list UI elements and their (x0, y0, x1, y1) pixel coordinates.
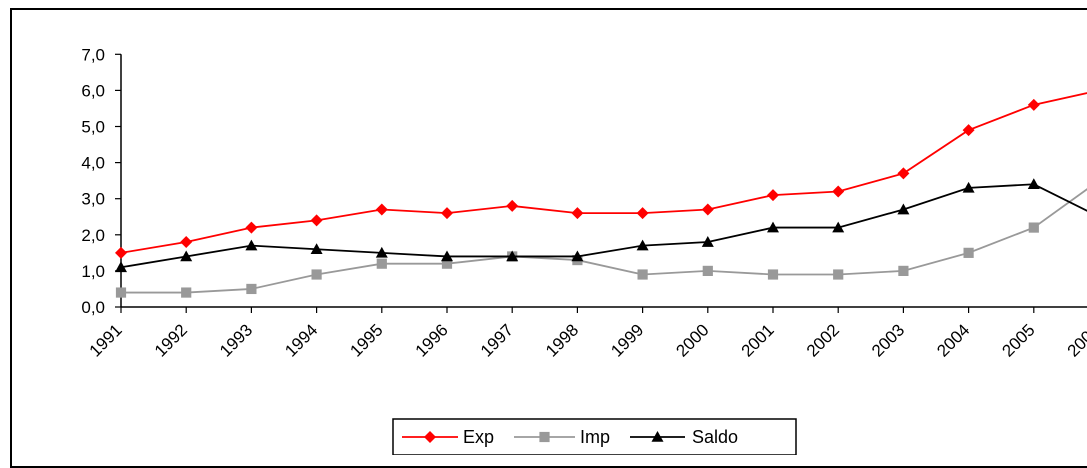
data-point-saldo (115, 261, 127, 273)
data-point-imp (702, 265, 713, 276)
data-point-saldo (636, 239, 649, 251)
y-tick-label: 0,0 (81, 298, 105, 317)
legend-entry-exp: Exp (402, 427, 494, 447)
data-point-exp (1027, 98, 1040, 111)
data-point-imp (246, 283, 257, 295)
y-tick-label: 7,0 (81, 45, 105, 64)
data-point-saldo (245, 239, 258, 251)
data-point-exp (701, 203, 714, 216)
data-point-saldo (571, 250, 584, 262)
data-point-imp (441, 258, 453, 269)
legend-entry-imp: Imp (514, 427, 610, 447)
data-point-exp (571, 207, 584, 220)
data-point-imp (376, 258, 387, 269)
line-chart: 0,01,02,03,04,05,06,07,0 1991 1992 1993 199… (81, 45, 1087, 455)
x-tick-label: 1993 (216, 320, 256, 360)
data-point-imp (833, 269, 844, 280)
x-tick-label: 1995 (346, 320, 386, 360)
data-point-saldo (1027, 178, 1040, 190)
data-point-imp (963, 247, 974, 258)
legend-marker (424, 431, 436, 443)
y-tick-label: 3,0 (81, 190, 105, 209)
data-point-exp (245, 221, 258, 234)
x-tick-label: 2003 (868, 320, 908, 360)
data-point-exp (897, 167, 910, 180)
y-tick-labels: 0,0 1,0 2,0 3,0 4,0 5,0 6,0 7,0 (81, 45, 105, 317)
x-tick-label: 1998 (542, 320, 582, 360)
data-point-saldo (897, 203, 910, 215)
x-tick-label: 2005 (998, 320, 1038, 360)
data-point-imp (1028, 222, 1039, 233)
y-tick-label: 1,0 (81, 262, 105, 281)
data-point-saldo (767, 221, 779, 233)
data-point-imp (898, 265, 909, 276)
series-group (115, 92, 1087, 298)
data-point-exp (180, 236, 193, 249)
data-point-saldo (375, 246, 388, 258)
data-point-exp (375, 203, 388, 216)
x-tick-label: 1994 (281, 320, 321, 360)
data-point-imp (311, 269, 322, 280)
data-point-saldo (180, 250, 193, 262)
data-point-saldo (441, 250, 453, 262)
legend-marker (651, 431, 664, 442)
axes (115, 53, 1087, 313)
x-tick-label: 1999 (607, 320, 647, 360)
x-tick-label: 1996 (412, 320, 452, 360)
x-tick-label: 1992 (151, 320, 191, 360)
data-point-exp (441, 207, 453, 220)
x-tick-labels: 1991 1992 1993 1994 1995 1996 1997 1998 1999 2000… (86, 320, 1087, 360)
legend-box (392, 418, 797, 455)
data-point-saldo (962, 181, 975, 193)
x-tick-label: 2004 (933, 320, 973, 360)
data-point-saldo (701, 236, 714, 247)
data-point-exp (310, 214, 323, 227)
series-line-exp (120, 92, 1087, 254)
data-point-saldo (310, 243, 323, 255)
y-tick-label: 2,0 (81, 226, 105, 245)
legend-entry-saldo: Saldo (630, 427, 738, 447)
legend-label: Imp (580, 427, 610, 447)
x-tick-label: 1991 (86, 320, 126, 360)
data-point-exp (832, 185, 845, 198)
legend: Exp Imp Saldo (392, 418, 797, 455)
x-tick-label: 2001 (738, 320, 778, 360)
series-imp (115, 188, 1087, 298)
x-tick-label: 1997 (477, 320, 517, 360)
series-line-saldo (120, 183, 1087, 269)
data-point-exp (636, 207, 649, 220)
x-tick-label: 2002 (803, 320, 843, 360)
series-line-imp (121, 188, 1087, 294)
data-point-exp (115, 246, 127, 259)
legend-label: Exp (463, 427, 494, 447)
data-point-imp (767, 269, 779, 280)
legend-marker (539, 431, 550, 443)
legend-label: Saldo (692, 427, 738, 447)
y-tick-label: 6,0 (81, 81, 105, 100)
data-point-exp (506, 199, 519, 212)
x-tick-label: 2000 (672, 320, 712, 360)
data-point-exp (962, 124, 975, 137)
data-point-exp (767, 189, 779, 202)
data-point-imp (637, 269, 648, 280)
x-tick-label: 2006 (1064, 320, 1087, 360)
chart-frame (10, 8, 1087, 468)
series-saldo (115, 178, 1087, 273)
data-point-saldo (506, 250, 519, 262)
y-tick-label: 4,0 (81, 154, 105, 173)
data-point-saldo (832, 221, 845, 233)
series-exp (115, 92, 1087, 259)
data-point-imp (115, 287, 127, 298)
y-tick-label: 5,0 (81, 118, 105, 137)
data-point-imp (181, 287, 192, 298)
